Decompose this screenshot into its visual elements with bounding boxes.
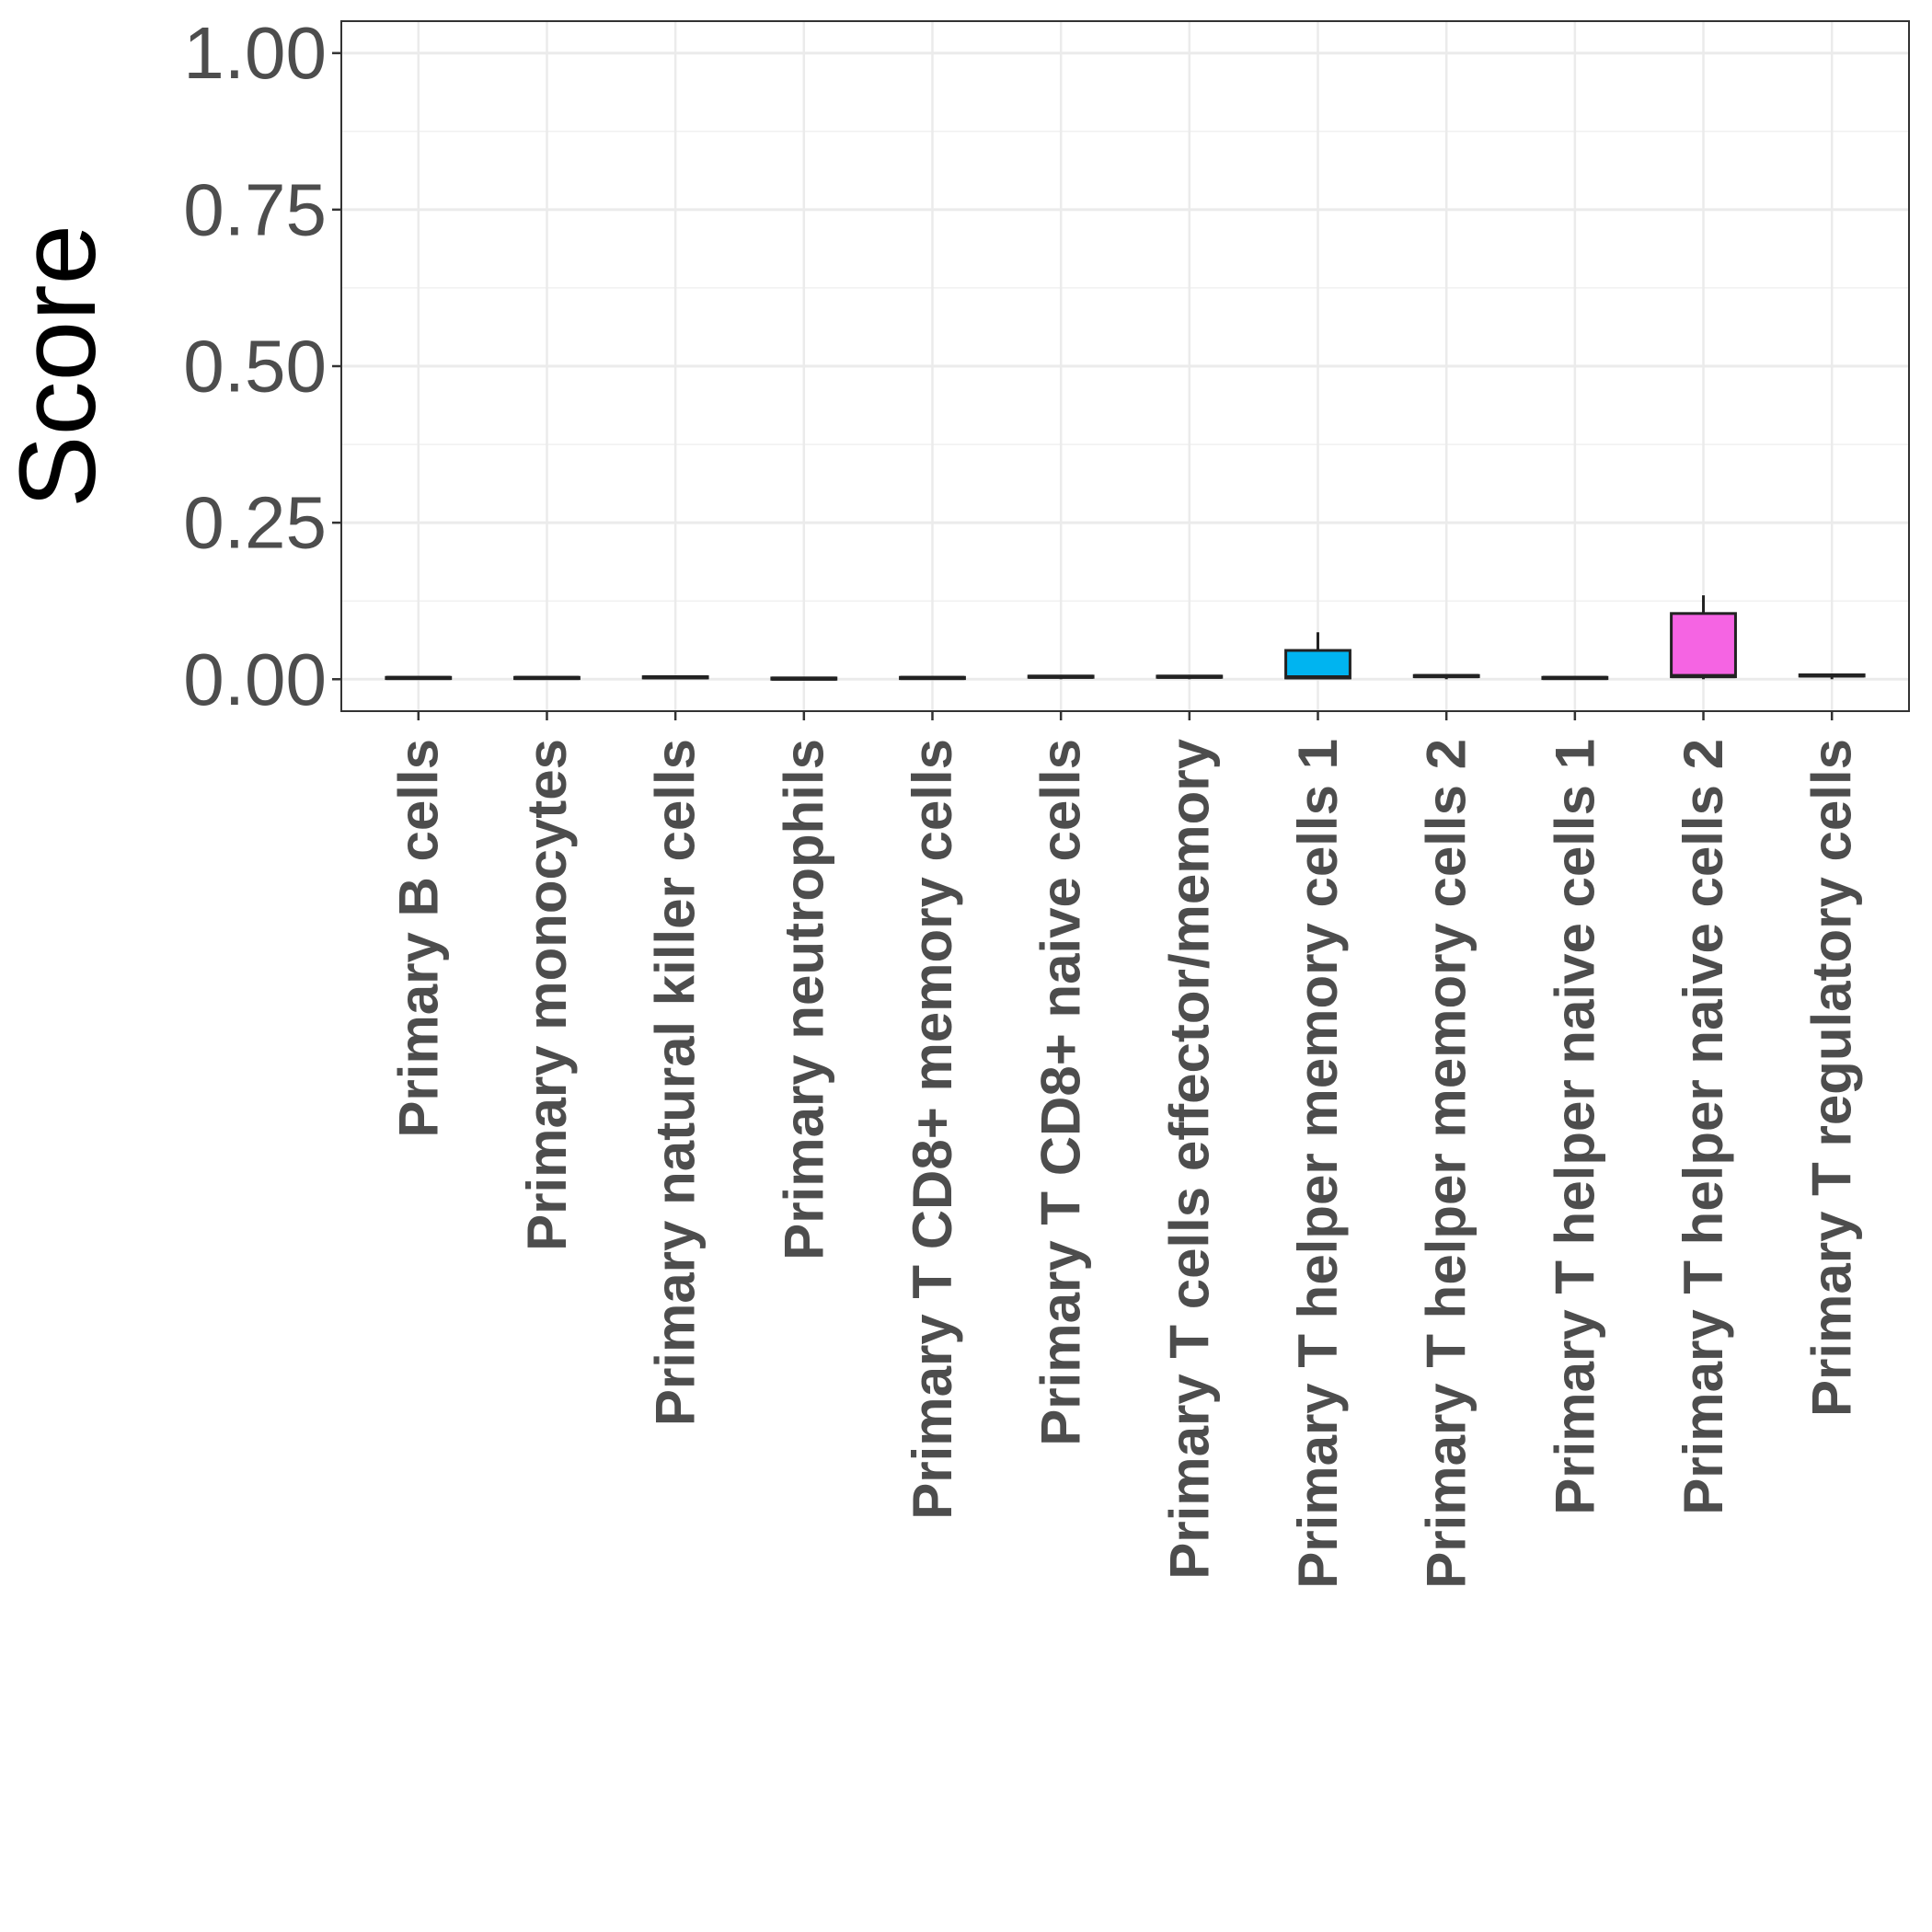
x-tick-label: Primary T helper memory cells 2 — [1416, 739, 1478, 1589]
x-tick-label: Primary monocytes — [516, 739, 578, 1251]
x-tick-label: Primary T CD8+ naive cells — [1030, 739, 1092, 1446]
x-tick-label: Primary T CD8+ memory cells — [902, 739, 963, 1520]
x-tick-label: Primary T helper memory cells 1 — [1287, 739, 1349, 1589]
box — [1284, 649, 1351, 680]
y-axis-title: Score — [0, 224, 119, 508]
panel-border — [340, 20, 1910, 712]
x-tick-label: Primary T helper naive cells 1 — [1544, 739, 1605, 1515]
y-tick-label: 0.50 — [183, 326, 327, 408]
y-tick-label: 1.00 — [183, 12, 327, 94]
y-tick-label: 0.25 — [183, 482, 327, 564]
y-tick-label: 0.00 — [183, 638, 327, 720]
y-tick-label: 0.75 — [183, 168, 327, 250]
x-tick-label: Primary B cells — [387, 739, 449, 1138]
x-tick-label: Primary neutrophils — [773, 739, 834, 1260]
x-tick-label: Primary natural killer cells — [645, 739, 707, 1426]
box — [1670, 612, 1737, 679]
x-tick-label: Primary T helper naive cells 2 — [1673, 739, 1734, 1515]
x-tick-label: Primary T regulatory cells — [1801, 739, 1863, 1417]
x-tick-label: Primary T cells effector/memory — [1158, 738, 1220, 1579]
